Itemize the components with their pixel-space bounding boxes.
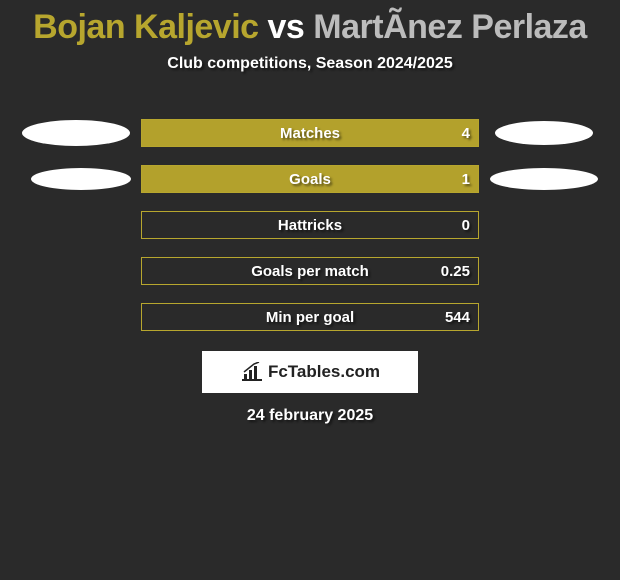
stat-value: 0.25 <box>441 258 470 284</box>
date: 24 february 2025 <box>0 407 620 425</box>
right-ellipse <box>490 168 598 190</box>
right-ellipse <box>495 121 593 145</box>
stat-bar: Hattricks0 <box>141 211 479 239</box>
stat-row: Matches4 <box>0 119 620 147</box>
left-ellipse <box>31 168 131 190</box>
fctables-logo: FcTables.com <box>202 351 418 393</box>
stat-value: 1 <box>462 166 470 192</box>
stat-label: Goals per match <box>142 258 478 284</box>
player2-name: MartÃnez Perlaza <box>313 8 587 46</box>
stats-container: Matches4Goals1Hattricks0Goals per match0… <box>0 119 620 331</box>
page-title: Bojan Kaljevic vs MartÃnez Perlaza <box>0 8 620 47</box>
stat-row: Goals1 <box>0 165 620 193</box>
stat-value: 544 <box>445 304 470 330</box>
left-side <box>11 168 141 190</box>
stat-row: Min per goal544 <box>0 303 620 331</box>
stat-label: Goals <box>142 166 478 192</box>
stat-label: Min per goal <box>142 304 478 330</box>
right-side <box>479 168 609 190</box>
logo-text: FcTables.com <box>268 362 380 382</box>
stat-label: Matches <box>142 120 478 146</box>
stat-row: Goals per match0.25 <box>0 257 620 285</box>
left-side <box>11 120 141 146</box>
stat-row: Hattricks0 <box>0 211 620 239</box>
stat-bar: Min per goal544 <box>141 303 479 331</box>
stat-bar: Goals1 <box>141 165 479 193</box>
left-ellipse <box>22 120 130 146</box>
stat-value: 4 <box>462 120 470 146</box>
vs-separator: vs <box>268 8 305 46</box>
stat-value: 0 <box>462 212 470 238</box>
stat-bar: Matches4 <box>141 119 479 147</box>
stat-label: Hattricks <box>142 212 478 238</box>
subtitle: Club competitions, Season 2024/2025 <box>0 55 620 73</box>
bar-chart-icon <box>240 362 264 382</box>
right-side <box>479 121 609 145</box>
stat-bar: Goals per match0.25 <box>141 257 479 285</box>
player1-name: Bojan Kaljevic <box>33 8 258 46</box>
